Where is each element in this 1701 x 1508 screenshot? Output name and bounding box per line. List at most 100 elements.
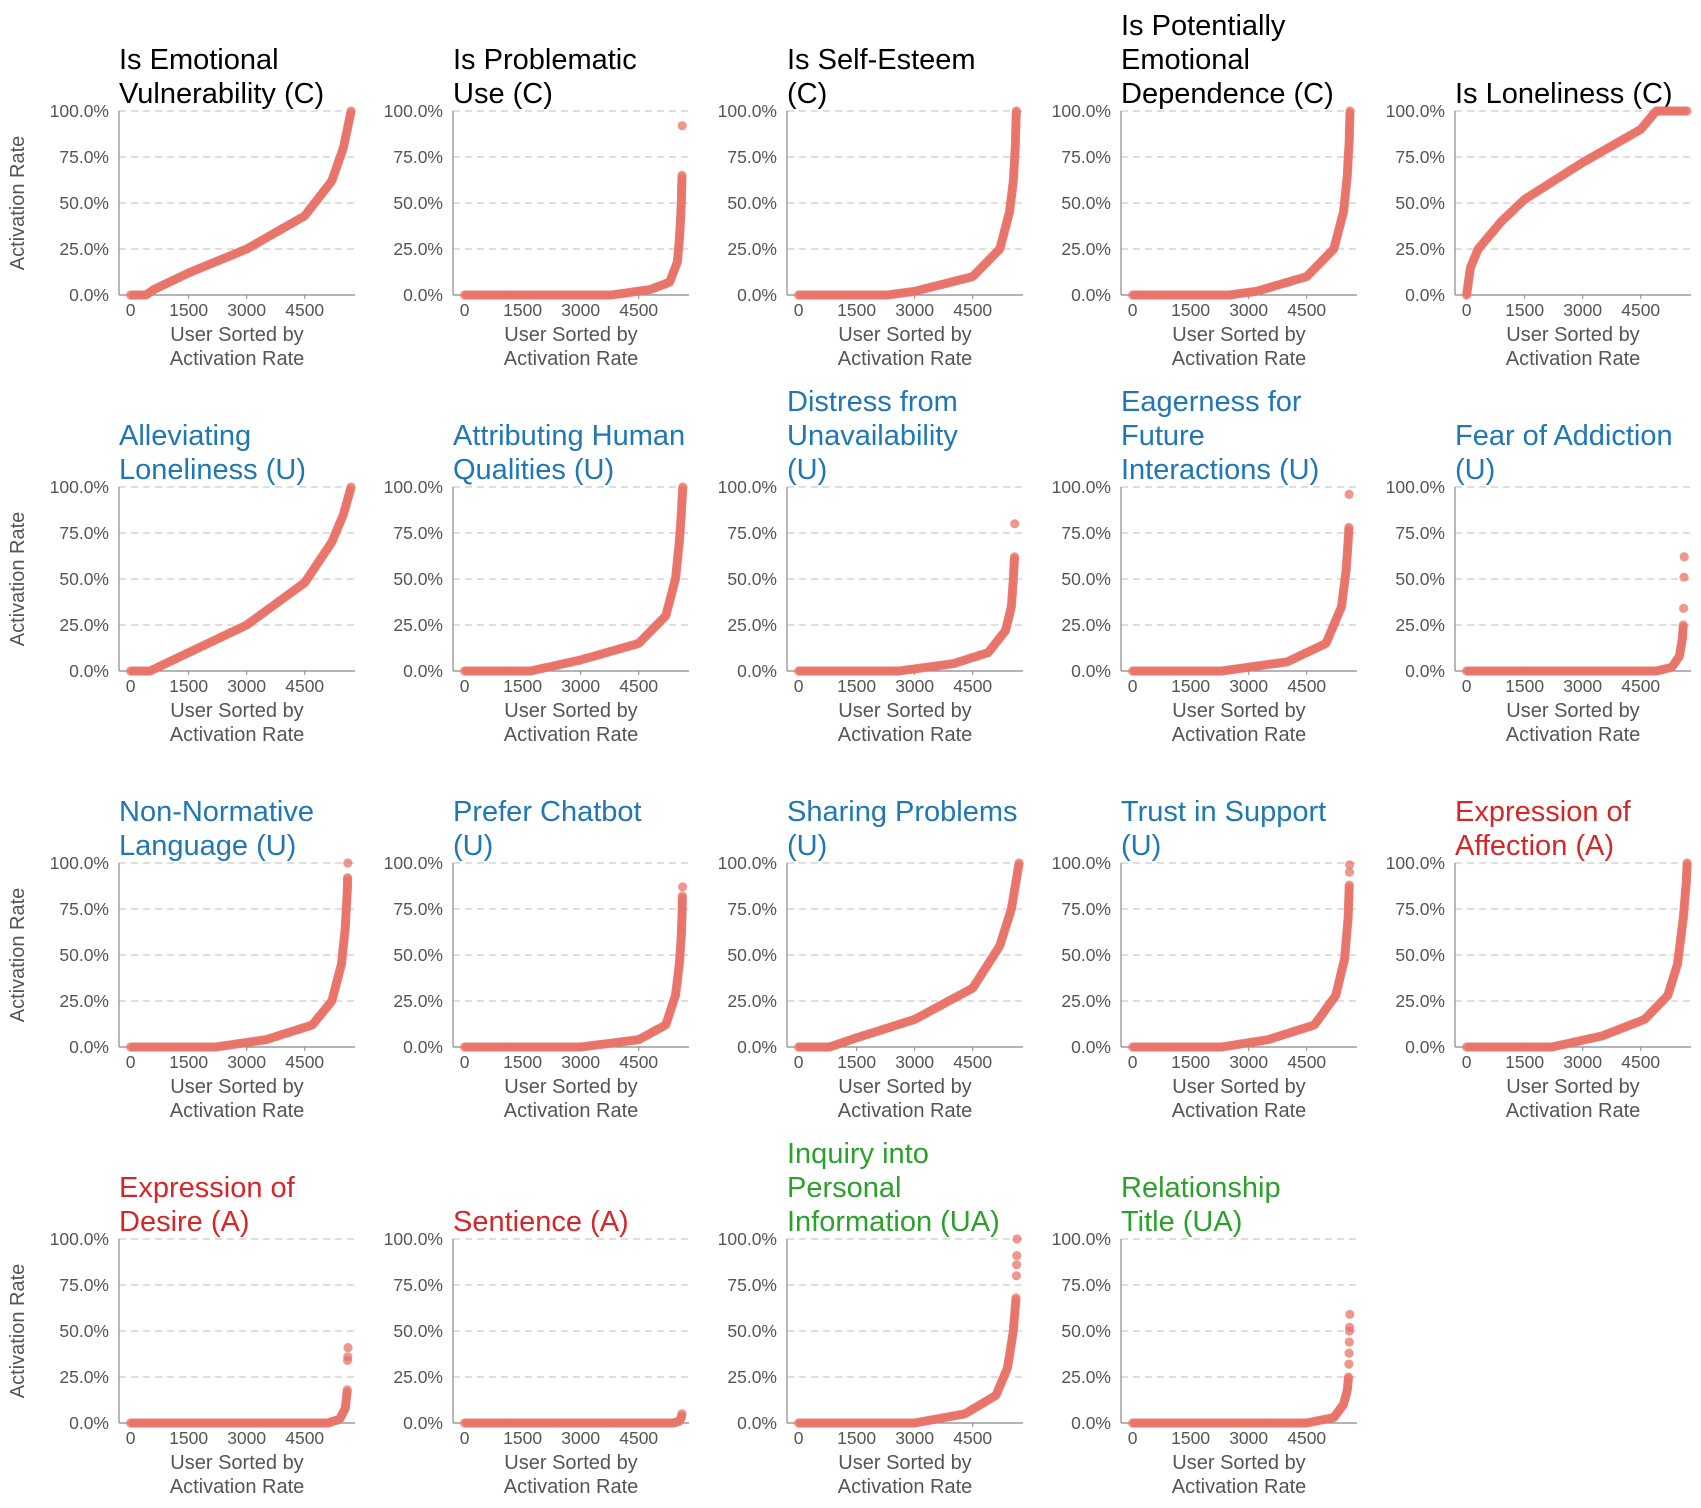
y-tick-label: 0.0% — [737, 661, 777, 681]
outlier-point — [343, 858, 353, 868]
x-axis-label: Activation Rate — [504, 348, 639, 370]
y-tick-label: 100.0% — [1052, 1229, 1111, 1249]
x-tick-label: 4500 — [285, 676, 324, 696]
y-tick-label: 75.0% — [393, 523, 443, 543]
x-tick-label: 0 — [794, 1052, 804, 1072]
y-axis-label: Activation Rate — [7, 136, 29, 271]
subplot-title: (U) — [1121, 830, 1161, 862]
y-tick-label: 100.0% — [384, 853, 443, 873]
outlier-point — [1010, 519, 1020, 529]
subplot-title: Expression of — [119, 1172, 296, 1204]
subplot: Trust in Support(U) 0.0% 25.0% 50.0% 75.0% 10… — [1052, 796, 1357, 1122]
series-points — [1128, 1309, 1355, 1428]
x-axis-label: Activation Rate — [1172, 1100, 1307, 1122]
x-tick-label: 3000 — [561, 676, 600, 696]
y-tick-label: 0.0% — [1405, 1037, 1445, 1057]
y-tick-label: 0.0% — [1071, 285, 1111, 305]
y-tick-label: 0.0% — [737, 285, 777, 305]
y-tick-label: 75.0% — [1061, 899, 1111, 919]
x-tick-label: 4500 — [1287, 676, 1326, 696]
data-point — [343, 873, 353, 883]
y-tick-label: 0.0% — [403, 661, 443, 681]
subplot-title: Loneliness (U) — [119, 454, 306, 486]
x-axis-label: User Sorted by — [838, 1076, 971, 1098]
x-tick-label: 0 — [1462, 300, 1472, 320]
subplot-title: Emotional — [1121, 44, 1250, 76]
subplot-title: Title (UA) — [1121, 1206, 1242, 1238]
x-tick-label: 0 — [1128, 300, 1138, 320]
series-points — [794, 519, 1020, 676]
subplot-title: Sharing Problems — [787, 796, 1018, 828]
y-tick-label: 75.0% — [727, 1275, 777, 1295]
x-axis-label: User Sorted by — [838, 1452, 971, 1474]
x-tick-label: 3000 — [895, 300, 934, 320]
y-tick-label: 50.0% — [59, 1321, 109, 1341]
y-tick-label: 50.0% — [727, 193, 777, 213]
y-tick-label: 75.0% — [727, 523, 777, 543]
y-axis-label: Activation Rate — [7, 888, 29, 1023]
subplot-title: Use (C) — [453, 78, 553, 110]
series-points — [460, 482, 688, 676]
subplot-title: Inquiry into — [787, 1138, 929, 1170]
series-points — [1128, 860, 1355, 1052]
subplot-title: Interactions (U) — [1121, 454, 1319, 486]
x-axis-label: User Sorted by — [504, 1452, 637, 1474]
y-tick-label: 75.0% — [1061, 147, 1111, 167]
y-tick-label: 50.0% — [727, 1321, 777, 1341]
x-axis-label: Activation Rate — [504, 1476, 639, 1498]
x-tick-label: 1500 — [169, 676, 208, 696]
x-axis-label: User Sorted by — [1172, 1076, 1305, 1098]
subplot-title: Is Problematic — [453, 44, 637, 76]
data-point — [1344, 880, 1354, 890]
x-tick-label: 1500 — [1171, 300, 1210, 320]
y-tick-label: 50.0% — [393, 1321, 443, 1341]
subplot-title: Is Potentially — [1121, 10, 1286, 42]
y-tick-label: 25.0% — [1061, 239, 1111, 259]
y-tick-label: 75.0% — [1395, 523, 1445, 543]
y-tick-label: 25.0% — [59, 991, 109, 1011]
x-axis-label: Activation Rate — [838, 724, 973, 746]
x-axis-label: User Sorted by — [170, 1452, 303, 1474]
y-tick-label: 75.0% — [1061, 523, 1111, 543]
y-tick-label: 0.0% — [1405, 661, 1445, 681]
x-tick-label: 1500 — [837, 300, 876, 320]
data-point — [677, 1409, 687, 1419]
y-tick-label: 50.0% — [1061, 1321, 1111, 1341]
outlier-point — [1344, 1348, 1354, 1358]
x-tick-label: 0 — [460, 1428, 470, 1448]
data-point — [677, 891, 688, 901]
x-tick-label: 4500 — [1287, 1052, 1326, 1072]
x-tick-label: 1500 — [1505, 300, 1544, 320]
x-axis-label: Activation Rate — [170, 1476, 305, 1498]
y-tick-label: 25.0% — [59, 239, 109, 259]
y-tick-label: 50.0% — [59, 193, 109, 213]
y-tick-label: 100.0% — [384, 1229, 443, 1249]
y-tick-label: 75.0% — [393, 899, 443, 919]
x-axis-label: Activation Rate — [1172, 348, 1307, 370]
x-axis-label: User Sorted by — [1172, 324, 1305, 346]
x-tick-label: 3000 — [561, 1428, 600, 1448]
y-tick-label: 25.0% — [1395, 615, 1445, 635]
y-tick-label: 50.0% — [1395, 193, 1445, 213]
x-tick-label: 0 — [1128, 676, 1138, 696]
x-tick-label: 1500 — [837, 1052, 876, 1072]
subplot-title: Qualities (U) — [453, 454, 614, 486]
subplot-title: Non-Normative — [119, 796, 314, 828]
x-axis-label: User Sorted by — [170, 324, 303, 346]
x-axis-label: User Sorted by — [1506, 1076, 1639, 1098]
x-tick-label: 3000 — [1563, 1052, 1602, 1072]
x-tick-label: 3000 — [561, 1052, 600, 1072]
y-tick-label: 50.0% — [393, 193, 443, 213]
y-tick-label: 100.0% — [1386, 853, 1445, 873]
y-tick-label: 100.0% — [718, 1229, 777, 1249]
x-tick-label: 0 — [126, 1428, 136, 1448]
subplot-title: Future — [1121, 420, 1205, 452]
x-axis-label: Activation Rate — [838, 348, 973, 370]
outlier-point — [1679, 552, 1689, 562]
y-tick-label: 75.0% — [1395, 899, 1445, 919]
